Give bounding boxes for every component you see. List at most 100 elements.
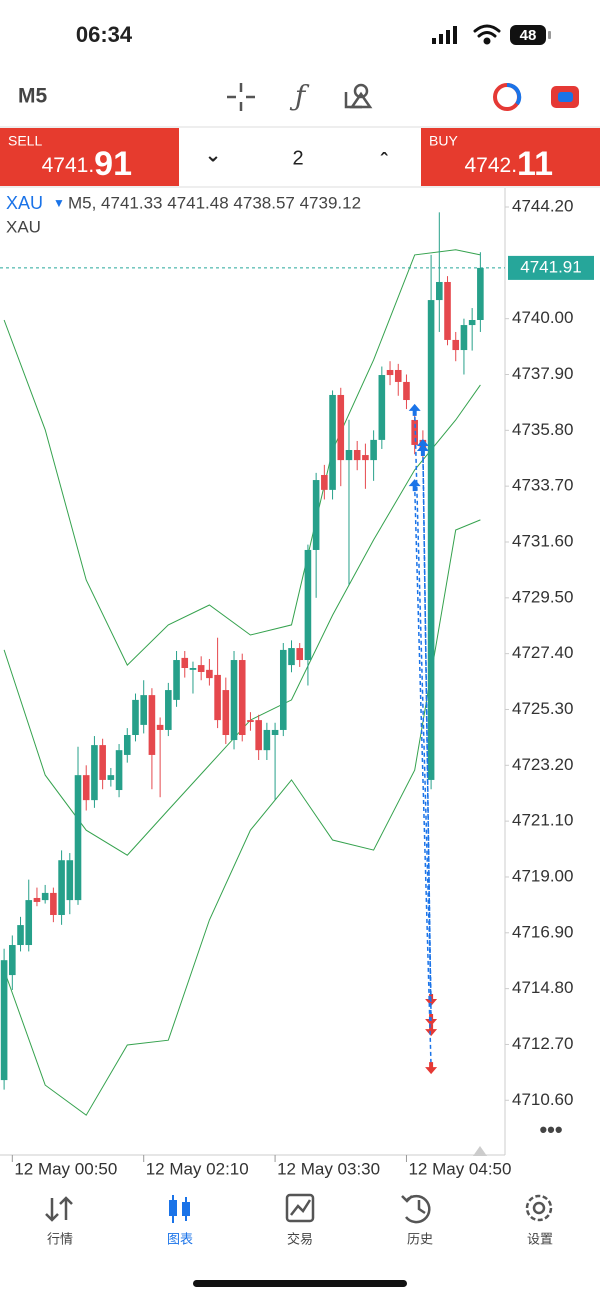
buy-price-main: 4742. — [464, 154, 517, 177]
wifi-icon — [473, 24, 501, 45]
x-tick-label: 12 May 02:10 — [146, 1159, 249, 1178]
trade-link — [413, 485, 432, 1069]
candle-body — [296, 648, 304, 661]
candle-body — [321, 474, 328, 490]
sell-price: 4741.91 — [42, 145, 132, 183]
signal-icon — [432, 26, 457, 44]
y-tick-label: 4719.00 — [512, 866, 573, 885]
y-tick-label: 4740.00 — [512, 308, 573, 327]
chart-symbol[interactable]: XAU — [6, 193, 43, 213]
buy-button[interactable]: BUY 4742.11 — [421, 128, 600, 186]
sell-price-main: 4741. — [42, 154, 95, 177]
plot-area: 4744.20 4740.00 4737.90 4735.80 4733.70 4731.… — [0, 196, 594, 1178]
candle-body — [263, 729, 271, 751]
scroll-marker[interactable] — [473, 1146, 487, 1156]
candle-body — [115, 750, 123, 791]
volume-decrease[interactable]: ⌄ — [205, 144, 222, 166]
candle-body — [452, 339, 460, 351]
candle-body — [99, 745, 106, 780]
y-tick-label: 4744.20 — [512, 196, 573, 215]
battery-icon — [510, 25, 546, 45]
objects-button[interactable] — [344, 83, 373, 109]
status-time: 06:34 — [76, 22, 133, 47]
trade-entry-arrow — [408, 403, 421, 416]
volume[interactable]: 2 — [292, 147, 303, 169]
tab-label[interactable]: 图表 — [167, 1231, 193, 1246]
symbol-dropdown[interactable]: ▼ — [53, 196, 65, 210]
volume-increase[interactable]: ˆ — [381, 150, 389, 172]
candle-body — [189, 668, 197, 670]
indicator-line — [3, 519, 481, 1116]
one-click-button[interactable] — [551, 86, 579, 108]
tab-label[interactable]: 历史 — [407, 1231, 433, 1246]
candle-body — [378, 375, 386, 440]
tab-icon-chart[interactable] — [169, 1195, 190, 1223]
trading-signals-button[interactable] — [493, 82, 522, 111]
tab-icon-history[interactable] — [401, 1194, 431, 1224]
sell-button[interactable]: SELL 4741.91 — [0, 128, 179, 186]
candle-body — [148, 695, 156, 755]
candle-body — [25, 900, 33, 946]
candle-body — [460, 325, 468, 351]
home-indicator — [193, 1280, 407, 1287]
candle-body — [123, 735, 131, 755]
candle-body — [165, 690, 172, 730]
y-tick-label: 4731.60 — [512, 531, 573, 550]
trade-exit-arrow — [425, 1024, 438, 1037]
candle-body — [394, 369, 402, 382]
candle-body — [353, 450, 361, 461]
candle-body — [279, 649, 287, 730]
indicator-line — [3, 249, 481, 666]
trade-exit-arrow — [425, 1062, 438, 1075]
y-tick-label: 4716.90 — [512, 922, 573, 941]
chart-description: XAU — [6, 217, 41, 236]
y-tick-label: 4723.20 — [512, 755, 573, 774]
candle-body — [230, 660, 238, 741]
candle-body — [9, 945, 16, 976]
candle-body — [58, 860, 65, 915]
candle-body — [173, 660, 180, 700]
tab-label[interactable]: 行情 — [47, 1231, 73, 1246]
battery-level: 48 — [520, 27, 537, 44]
tab-icon-quotes[interactable] — [45, 1196, 73, 1222]
candle-body — [271, 729, 279, 736]
buy-label: BUY — [429, 133, 458, 149]
y-tick-label: 4733.70 — [512, 476, 573, 495]
candle-body — [206, 669, 213, 679]
candle-body — [66, 860, 74, 901]
candle-body — [477, 267, 484, 321]
candle-body — [140, 695, 147, 725]
x-tick-label: 12 May 04:50 — [408, 1159, 511, 1178]
candle-body — [427, 300, 435, 780]
tab-label[interactable]: 交易 — [287, 1231, 313, 1246]
tab-bar: 行情 图表 交易 历史 设置 — [47, 1231, 553, 1246]
sell-label: SELL — [8, 133, 42, 149]
tab-icon-settings[interactable] — [525, 1194, 553, 1222]
candle-body — [33, 897, 41, 902]
tab-label[interactable]: 设置 — [527, 1231, 553, 1246]
y-tick-label: 4735.80 — [512, 420, 573, 439]
trade-entry-arrow — [408, 479, 421, 492]
indicators-button[interactable]: ƒ — [289, 80, 310, 113]
buy-price: 4742.11 — [464, 145, 553, 183]
candle-body — [386, 369, 394, 376]
candle-body — [436, 281, 443, 301]
battery-cap — [548, 31, 551, 39]
y-tick-label: 4714.80 — [512, 978, 573, 997]
candle-body — [156, 724, 164, 730]
candle-body — [222, 690, 230, 736]
candle-body — [91, 745, 98, 801]
candle-body — [255, 720, 262, 751]
y-tick-label: 4729.50 — [512, 587, 573, 606]
timeframe-button[interactable]: M5 — [18, 85, 47, 108]
more-button[interactable]: ••• — [539, 1117, 562, 1142]
candle-body — [50, 892, 57, 915]
tab-icon-trade[interactable] — [285, 1193, 315, 1223]
buy-price-big: 11 — [517, 145, 553, 183]
crosshair-button[interactable] — [227, 83, 255, 111]
x-tick-label: 12 May 00:50 — [14, 1159, 117, 1178]
candle-body — [0, 960, 8, 1081]
y-tick-label: 4727.40 — [512, 643, 573, 662]
candle-body — [181, 657, 189, 669]
